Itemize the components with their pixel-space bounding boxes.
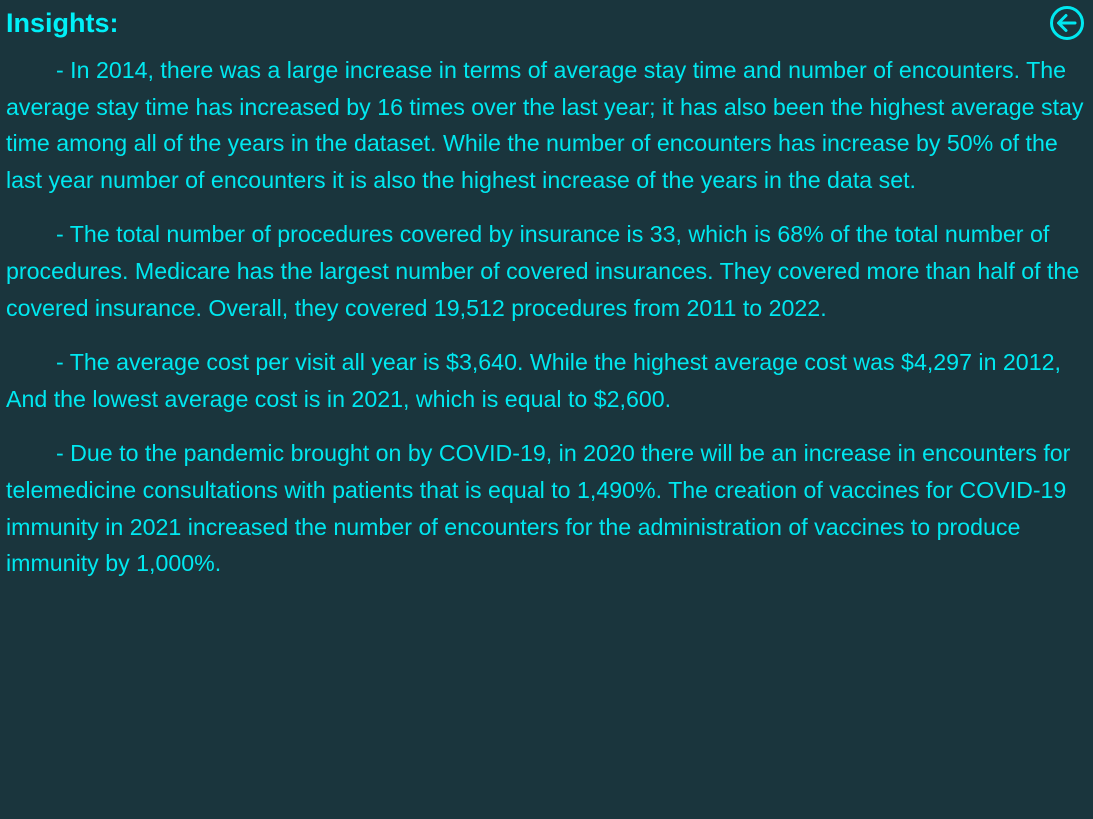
insight-paragraph: - Due to the pandemic brought on by COVI… [6, 440, 1071, 577]
page-title: Insights: [6, 8, 119, 38]
arrow-left-circle-icon [1050, 6, 1084, 40]
insight-paragraph: - The total number of procedures covered… [6, 221, 1080, 321]
insights-content: - In 2014, there was a large increase in… [6, 52, 1090, 600]
insight-paragraph: - In 2014, there was a large increase in… [6, 57, 1084, 193]
insight-paragraph: - The average cost per visit all year is… [6, 349, 1061, 412]
back-button[interactable] [1049, 5, 1085, 41]
